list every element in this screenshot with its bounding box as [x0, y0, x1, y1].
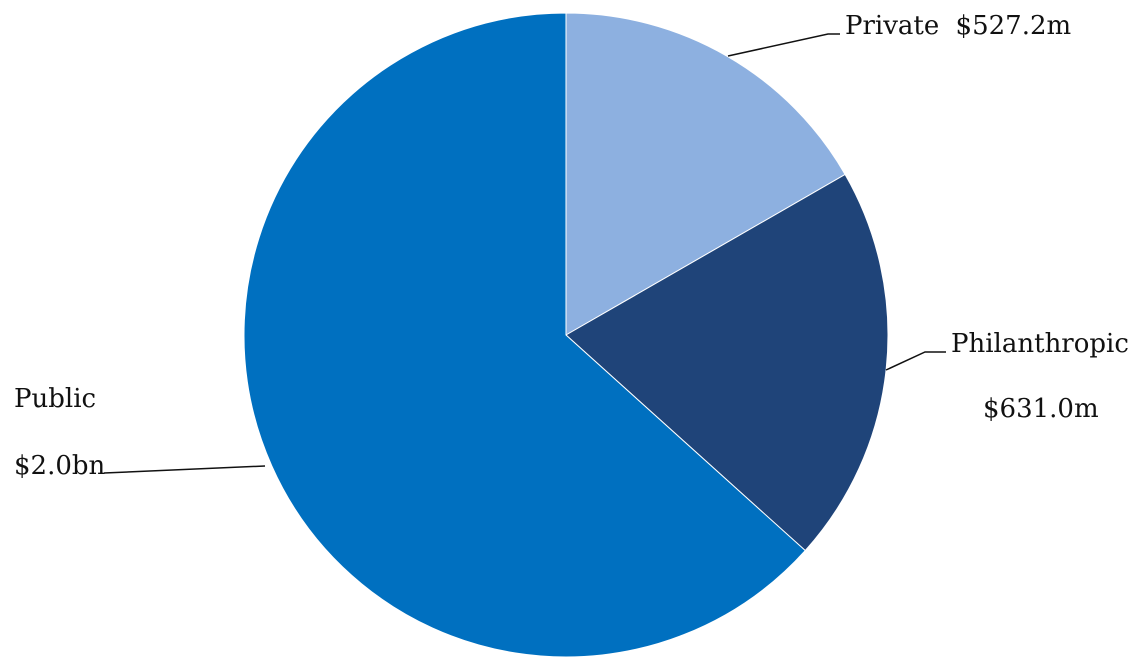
private-label-group: Private $527.2m [727, 11, 1071, 57]
public-name: Public [14, 384, 96, 414]
public-leader-line [103, 465, 266, 474]
private-name: Private [845, 11, 939, 41]
pie-slice-private [565, 12, 846, 336]
pie-slice-philanthropic [565, 173, 889, 552]
private-leader-line [727, 33, 840, 57]
private-value: $527.2m [956, 11, 1072, 41]
pie-slice-public [243, 12, 806, 658]
philanthropic-value: $631.0m [983, 394, 1099, 424]
pie-slices [243, 12, 889, 658]
public-value: $2.0bn [14, 451, 106, 481]
philanthropic-leader-line [885, 351, 946, 371]
private-label: Private $527.2m [845, 11, 1071, 41]
philanthropic-label-group: Philanthropic $631.0m [885, 329, 1129, 424]
philanthropic-name: Philanthropic [951, 329, 1129, 359]
public-label-group: Public $2.0bn [14, 384, 266, 481]
